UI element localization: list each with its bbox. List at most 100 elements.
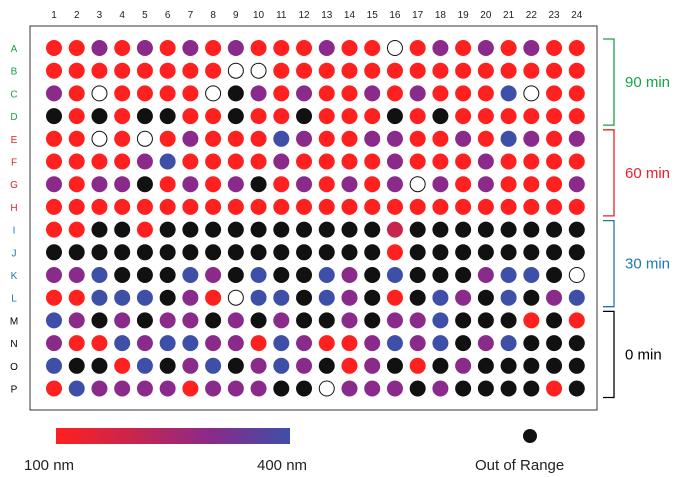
well — [546, 130, 563, 147]
row-label: I — [13, 226, 16, 237]
well — [159, 62, 176, 79]
well — [296, 153, 313, 170]
well — [386, 85, 403, 102]
column-label: 10 — [253, 10, 265, 21]
out-of-range-marker — [523, 429, 537, 443]
well-out-of-range — [250, 244, 267, 261]
well-out-of-range — [205, 221, 222, 238]
well — [68, 153, 85, 170]
well — [114, 198, 131, 215]
well-empty — [568, 267, 585, 283]
well-out-of-range — [296, 221, 313, 238]
well-out-of-range — [296, 267, 313, 283]
row-label: K — [11, 271, 18, 282]
well — [114, 62, 131, 79]
well — [568, 130, 585, 147]
well-out-of-range — [296, 289, 313, 306]
well — [386, 335, 403, 352]
row-label: O — [10, 362, 18, 373]
well-out-of-range — [455, 335, 472, 352]
well — [455, 62, 472, 79]
well — [250, 153, 267, 170]
group-bracket — [603, 38, 615, 126]
well — [273, 176, 290, 193]
well — [273, 108, 290, 125]
column-label: 17 — [412, 10, 424, 21]
well — [546, 153, 563, 170]
row-label: G — [10, 180, 18, 191]
well — [159, 198, 176, 215]
well-out-of-range — [500, 221, 517, 238]
well — [432, 312, 449, 329]
well — [546, 40, 563, 56]
well — [500, 176, 517, 193]
well — [546, 85, 563, 102]
well — [500, 267, 517, 283]
well-out-of-range — [136, 312, 153, 329]
well — [546, 198, 563, 215]
well — [455, 85, 472, 102]
well — [341, 85, 358, 102]
well-out-of-range — [296, 312, 313, 329]
well — [227, 176, 244, 193]
well-out-of-range — [68, 357, 85, 374]
well — [341, 289, 358, 306]
well-out-of-range — [227, 221, 244, 238]
well — [432, 198, 449, 215]
well — [136, 380, 153, 397]
well — [568, 108, 585, 125]
well — [386, 221, 403, 238]
well-out-of-range — [296, 108, 313, 125]
plate-frame — [29, 25, 598, 411]
well-out-of-range — [432, 244, 449, 261]
well — [523, 176, 540, 193]
well — [568, 198, 585, 215]
well-out-of-range — [409, 267, 426, 283]
well — [205, 267, 222, 283]
well — [68, 335, 85, 352]
well — [432, 153, 449, 170]
well-empty — [523, 85, 540, 102]
well-empty — [205, 85, 222, 102]
well — [182, 312, 199, 329]
well — [273, 198, 290, 215]
well-out-of-range — [409, 289, 426, 306]
well — [136, 62, 153, 79]
well — [386, 244, 403, 261]
well — [114, 108, 131, 125]
well — [227, 40, 244, 56]
well — [273, 153, 290, 170]
well — [546, 289, 563, 306]
well — [318, 289, 335, 306]
well-out-of-range — [273, 244, 290, 261]
well-out-of-range — [477, 357, 494, 374]
row-label: F — [11, 158, 17, 169]
well — [455, 130, 472, 147]
well — [341, 62, 358, 79]
well — [205, 289, 222, 306]
well-out-of-range — [91, 221, 108, 238]
well — [250, 198, 267, 215]
well — [386, 198, 403, 215]
well — [159, 380, 176, 397]
well — [136, 198, 153, 215]
well-out-of-range — [114, 221, 131, 238]
well — [182, 198, 199, 215]
well — [364, 380, 381, 397]
well — [273, 40, 290, 56]
row-label: H — [10, 203, 17, 214]
well — [250, 267, 267, 283]
well — [568, 153, 585, 170]
well — [182, 153, 199, 170]
well — [273, 335, 290, 352]
well — [364, 85, 381, 102]
well — [523, 312, 540, 329]
well — [46, 312, 62, 329]
group-label: 90 min — [625, 74, 670, 91]
well-empty — [136, 130, 153, 147]
well — [227, 312, 244, 329]
well — [318, 176, 335, 193]
column-label: 4 — [119, 10, 125, 21]
well — [68, 267, 85, 283]
well — [523, 153, 540, 170]
